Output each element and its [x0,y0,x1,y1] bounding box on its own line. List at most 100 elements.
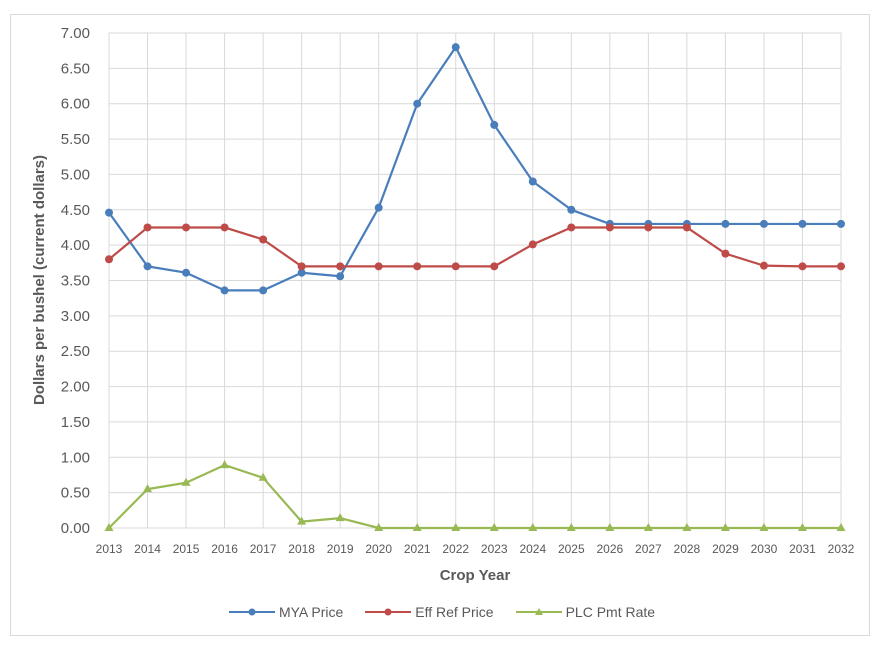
data-point [336,272,345,281]
y-tick-label: 2.50 [61,343,90,360]
data-point [567,223,576,232]
data-point [720,523,730,531]
data-point [259,286,268,295]
line-circle-marker-icon [228,608,275,616]
data-point [220,460,230,469]
series-plc-pmt-rate [104,460,846,531]
gridlines [108,32,842,529]
x-tick-label: 2020 [365,542,392,556]
y-tick-label: 2.00 [61,379,90,396]
data-point [335,513,345,522]
data-point [759,219,768,228]
y-tick-label: 4.50 [61,202,90,219]
x-tick-label: 2026 [596,542,623,556]
data-point [182,268,191,277]
data-point [143,484,153,493]
series-eff-ref-price [105,223,845,271]
data-point [374,203,383,212]
data-point [759,261,768,270]
data-point [451,43,460,52]
y-tick-label: 0.00 [61,520,90,537]
chart-frame [10,14,870,636]
legend-item-mya-price: MYA Price [228,604,344,620]
data-point [605,523,615,531]
data-point [528,240,537,249]
y-tick-label: 6.00 [61,96,90,113]
data-series [104,43,846,531]
data-point [374,262,383,271]
x-tick-label: 2015 [173,542,200,556]
data-point [797,523,807,531]
x-tick-label: 2024 [519,542,546,556]
x-axis-title: Crop Year [440,567,511,584]
x-tick-label: 2029 [712,542,739,556]
x-tick-label: 2014 [134,542,161,556]
data-point [413,99,422,108]
data-point [836,523,846,531]
data-point [258,472,268,481]
x-tick-label: 2025 [558,542,585,556]
series-mya-price [105,43,845,295]
data-point [837,219,845,228]
data-point [104,523,114,531]
x-tick-label: 2019 [327,542,354,556]
y-tick-label: 6.50 [61,60,90,77]
y-tick-label: 1.50 [61,414,90,431]
data-point [490,262,499,271]
legend-label: Eff Ref Price [415,604,494,620]
data-point [643,523,653,531]
data-point [336,262,345,271]
x-tick-label: 2017 [250,542,277,556]
data-point [259,235,268,244]
data-point [105,255,113,264]
data-point [297,262,306,271]
y-tick-label: 1.00 [61,449,90,466]
data-point [105,208,113,217]
x-tick-label: 2022 [442,542,469,556]
data-point [297,268,306,277]
data-point [798,219,807,228]
legend-item-plc-pmt-rate: PLC Pmt Rate [515,604,656,620]
data-point [412,523,422,531]
y-tick-label: 5.00 [61,166,90,183]
legend: MYA Price Eff Ref Price PLC Pmt Rate [0,604,884,620]
data-point [182,223,191,232]
data-point [759,523,769,531]
x-tick-label: 2030 [751,542,778,556]
legend-label: MYA Price [278,604,344,620]
data-point [528,523,538,531]
x-tick-label: 2028 [674,542,701,556]
y-tick-label: 0.50 [61,485,90,502]
x-axis-ticks: 2013 2014 2015 2016 2017 2018 2019 2020 2021 2022… [96,542,855,556]
data-point [528,177,537,186]
data-point [143,223,152,232]
data-point [567,205,576,214]
data-point [413,262,422,271]
data-point [721,249,730,258]
x-tick-label: 2018 [288,542,315,556]
data-point [297,516,307,525]
line-triangle-marker-icon [515,608,562,615]
data-point [143,262,152,271]
data-point [489,523,499,531]
y-tick-label: 4.00 [61,237,90,254]
data-point [220,223,229,232]
data-point [605,223,614,232]
legend-label: PLC Pmt Rate [565,604,656,620]
data-point [181,477,191,486]
x-tick-label: 2016 [211,542,238,556]
y-tick-label: 3.50 [61,273,90,290]
x-tick-label: 2027 [635,542,662,556]
data-point [798,262,807,271]
y-tick-label: 7.00 [61,25,90,42]
legend-item-eff-ref-price: Eff Ref Price [365,604,494,620]
y-axis-ticks: 0.00 0.50 1.00 1.50 2.00 2.50 3.00 3.50 4.00 4.50… [61,25,90,537]
x-tick-label: 2023 [481,542,508,556]
data-point [682,523,692,531]
data-point [682,223,691,232]
data-point [490,120,499,129]
y-tick-label: 5.50 [61,131,90,148]
data-point [374,523,384,531]
data-point [451,523,461,531]
